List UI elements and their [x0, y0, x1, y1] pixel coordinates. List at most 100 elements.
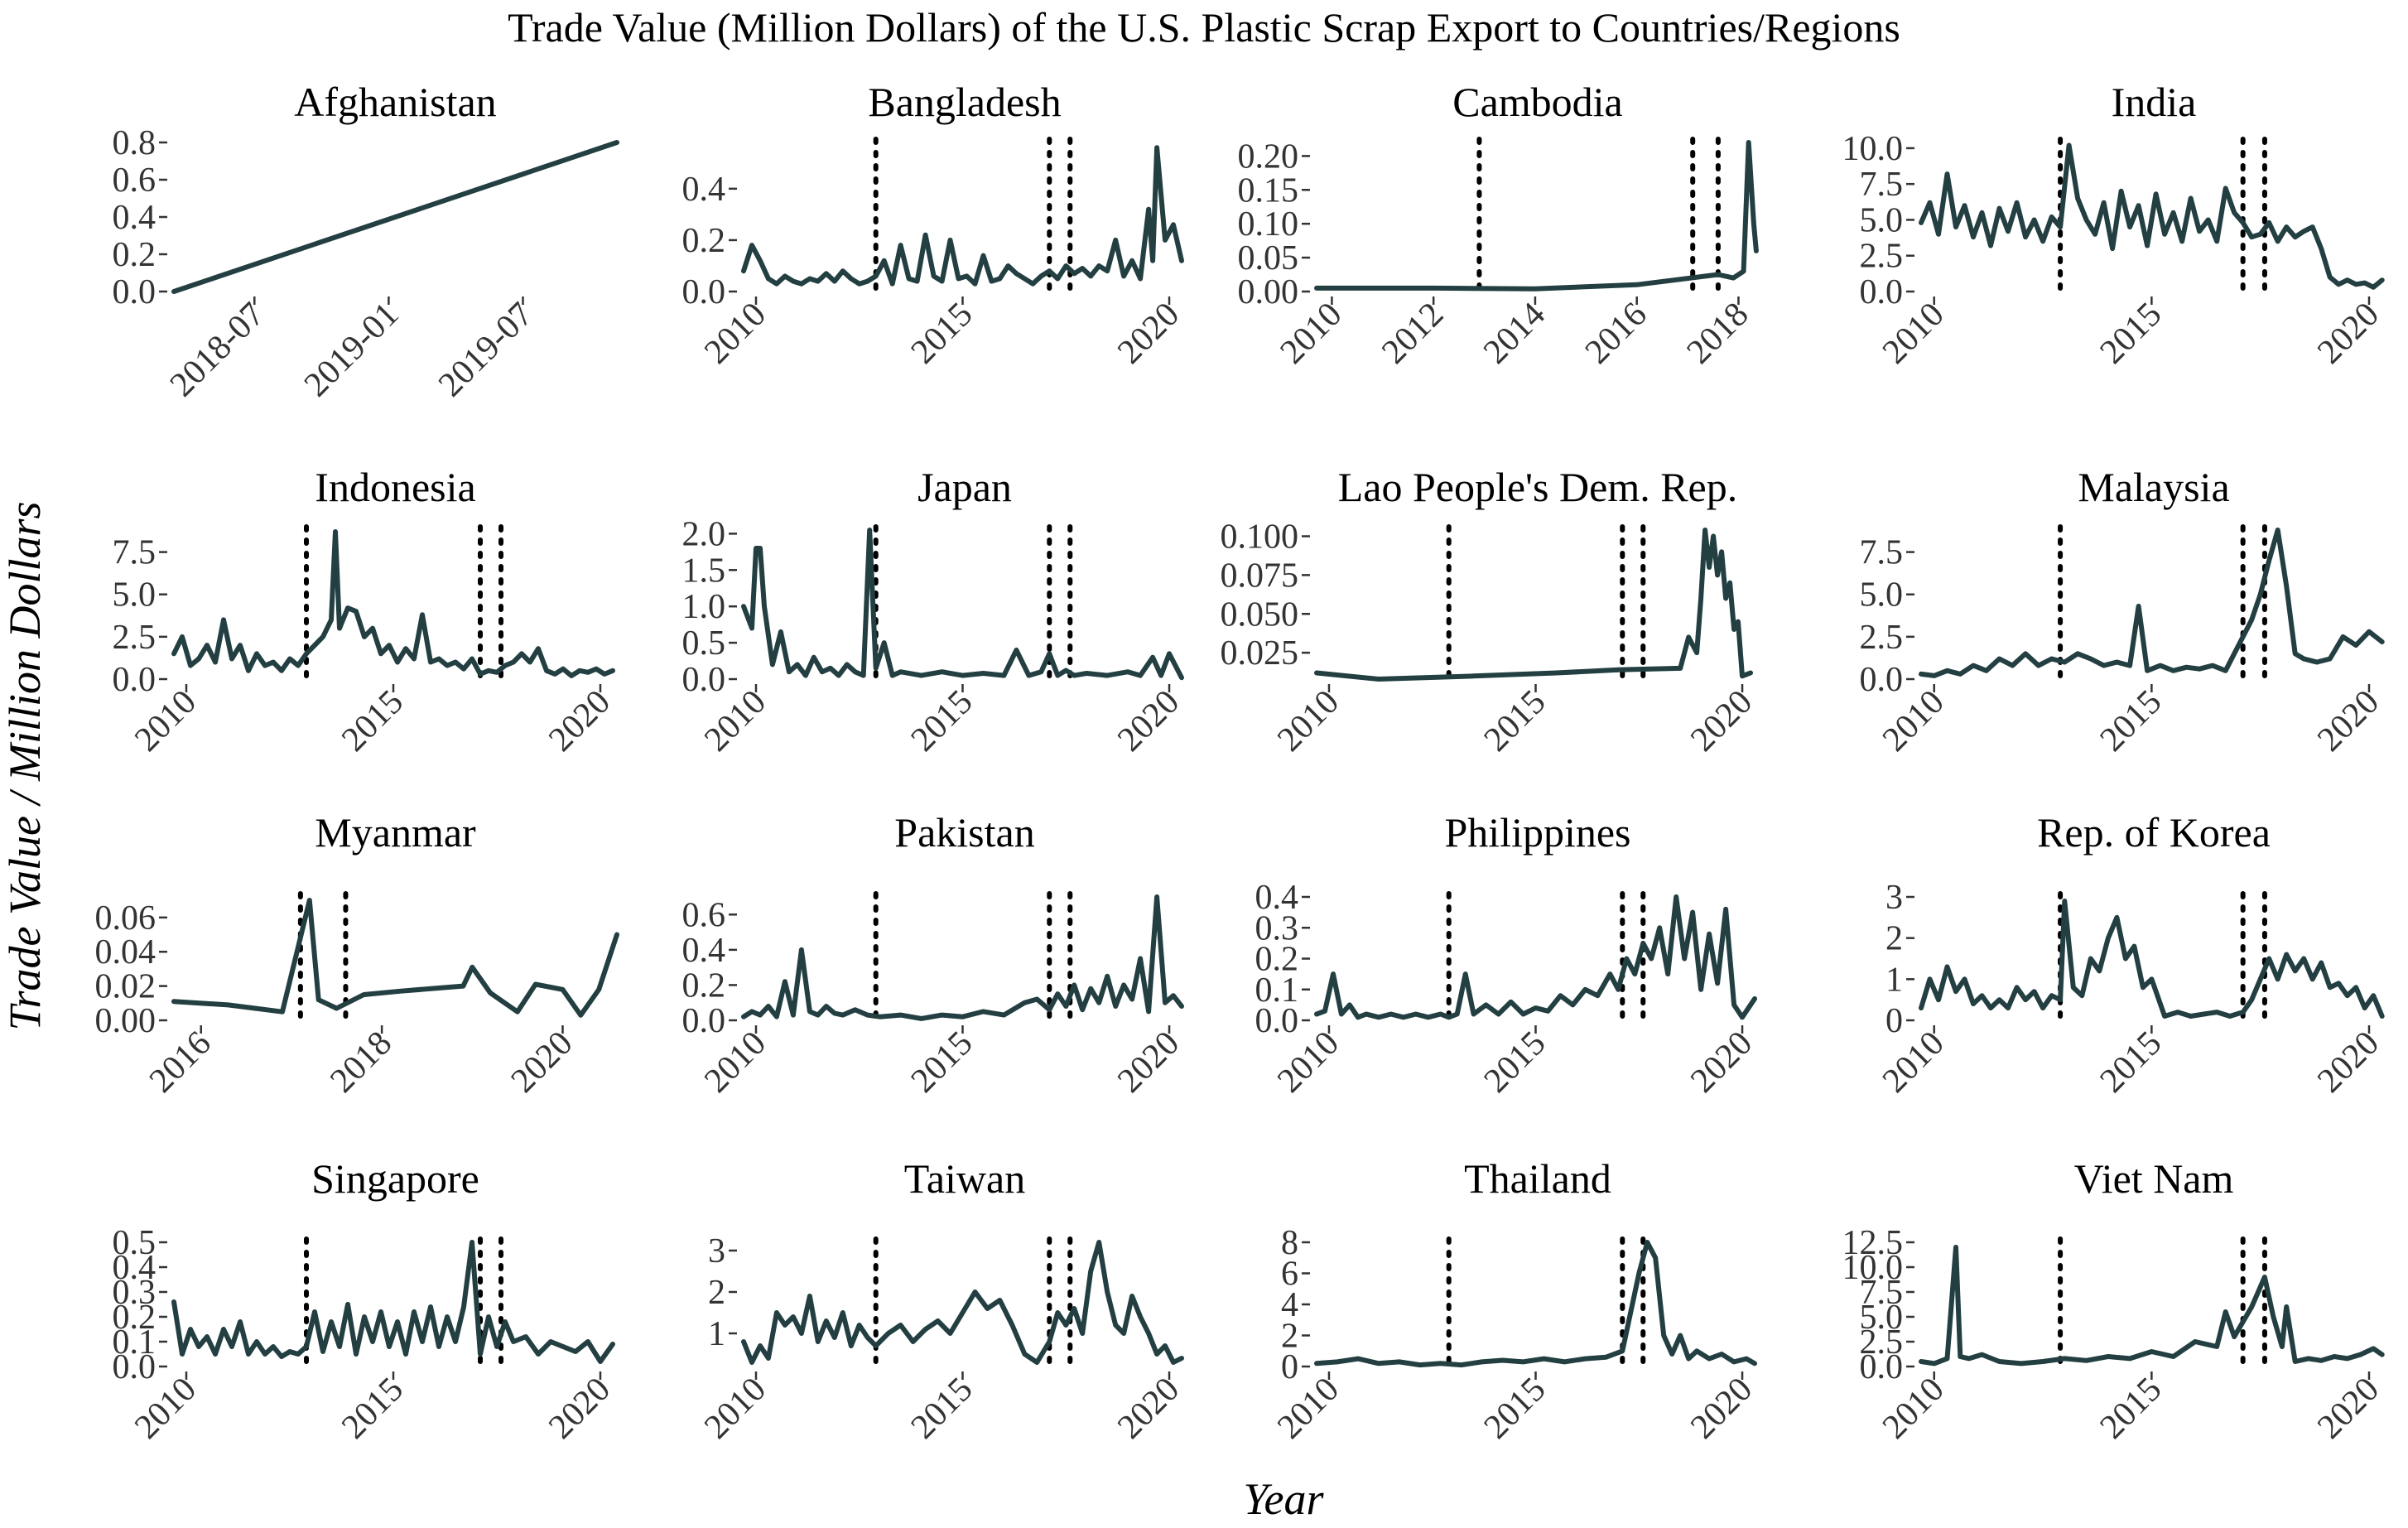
x-tick-label: 2020 — [1110, 683, 1187, 759]
x-tick-label: 2020 — [1683, 1371, 1760, 1447]
y-tick-label: 5.0 — [1860, 201, 1904, 239]
panel-lao-people-s-dem-rep: Lao People's Dem. Rep. 0.0250.0500.0750.1… — [1221, 464, 1760, 759]
panel-title: Myanmar — [315, 809, 476, 856]
y-tick-label: 0.15 — [1238, 171, 1299, 210]
series-line-viet-nam — [1919, 1245, 2385, 1367]
y-tick-label: 2.5 — [1860, 1323, 1904, 1362]
y-tick-label: 5.0 — [1860, 1299, 1904, 1337]
y-tick-label: 0.4 — [1255, 879, 1299, 917]
panel-title: Indonesia — [315, 464, 475, 510]
y-tick-label: 0.0 — [113, 661, 157, 699]
y-tick-label: 10.0 — [1842, 130, 1904, 168]
y-tick-label: 2 — [708, 1274, 725, 1312]
y-tick-label: 0 — [1281, 1348, 1298, 1386]
panel-title: India — [2112, 79, 2197, 125]
x-tick-label: 2020 — [1110, 1024, 1187, 1101]
y-tick-label: 0.6 — [682, 896, 726, 934]
y-tick-label: 0 — [1885, 1002, 1903, 1040]
x-tick-label: 2020 — [2310, 1371, 2386, 1447]
x-tick-label: 2015 — [335, 1371, 411, 1447]
x-tick-label: 2010 — [697, 1371, 773, 1447]
y-tick-label: 5.0 — [1860, 576, 1904, 615]
y-tick-label: 0.100 — [1221, 518, 1299, 557]
y-tick-label: 1.5 — [682, 552, 726, 590]
panel-afghanistan: Afghanistan 0.00.20.40.60.8 2018-07 2019-01… — [113, 79, 619, 405]
y-tick-label: 0.050 — [1221, 595, 1299, 634]
y-tick-label: 0.4 — [682, 932, 726, 970]
y-tick-label: 0.0 — [682, 273, 726, 311]
y-tick-label: 0.05 — [1238, 239, 1299, 277]
y-tick-label: 1 — [1885, 961, 1903, 999]
y-tick-label: 0.1 — [1255, 971, 1299, 1010]
y-tick-label: 6 — [1281, 1256, 1298, 1294]
y-tick-label: 0.2 — [113, 1299, 157, 1337]
y-tick-label: 3 — [1885, 879, 1903, 917]
panel-title: Cambodia — [1452, 79, 1623, 125]
y-tick-label: 12.5 — [1842, 1224, 1904, 1262]
x-tick-label: 2020 — [1683, 1024, 1760, 1101]
series-line-india — [1919, 142, 2385, 290]
y-tick-label: 0.2 — [682, 966, 726, 1005]
panel-title: Japan — [917, 464, 1012, 510]
y-tick-label: 2.0 — [682, 515, 726, 553]
y-tick-label: 2.5 — [1860, 238, 1904, 276]
y-tick-label: 0.0 — [682, 1002, 726, 1040]
y-tick-label: 0.4 — [113, 199, 157, 237]
panel-title: Thailand — [1464, 1155, 1611, 1202]
y-tick-label: 0.06 — [95, 899, 157, 938]
y-tick-label: 1.0 — [682, 588, 726, 626]
panel-title: Philippines — [1444, 809, 1630, 856]
y-tick-label: 7.5 — [113, 534, 157, 572]
x-tick-label: 2020 — [2310, 1024, 2386, 1101]
x-tick-label: 2015 — [2093, 1024, 2170, 1101]
x-tick-label: 2020 — [2310, 296, 2386, 372]
panel-title: Viet Nam — [2074, 1155, 2234, 1202]
y-tick-label: 0.00 — [1238, 273, 1299, 311]
y-tick-label: 7.5 — [1860, 534, 1904, 572]
series-line-rep-of-korea — [1919, 899, 2385, 1019]
series-line-singapore — [171, 1240, 615, 1364]
x-tick-label: 2019-01 — [297, 296, 407, 405]
y-tick-label: 0.4 — [113, 1249, 157, 1287]
y-tick-label: 0.1 — [113, 1323, 157, 1362]
y-tick-label: 8 — [1281, 1224, 1298, 1262]
series-line-afghanistan — [171, 140, 619, 294]
x-tick-label: 2016 — [1578, 296, 1654, 372]
x-tick-label: 2015 — [1477, 683, 1553, 759]
y-tick-label: 0.2 — [113, 236, 157, 274]
series-line-indonesia — [171, 529, 615, 678]
y-tick-label: 10.0 — [1842, 1249, 1904, 1287]
y-tick-label: 0.20 — [1238, 137, 1299, 176]
series-line-cambodia — [1314, 140, 1759, 292]
series-line-myanmar — [171, 898, 619, 1018]
y-tick-label: 7.5 — [1860, 166, 1904, 204]
y-tick-label: 0.5 — [682, 624, 726, 663]
series-line-taiwan — [741, 1240, 1184, 1365]
y-tick-label: 0.04 — [95, 933, 157, 971]
y-tick-label: 0.0 — [1255, 1002, 1299, 1040]
y-tick-label: 0.6 — [113, 161, 157, 200]
series-line-thailand — [1314, 1240, 1757, 1368]
x-tick-label: 2012 — [1375, 296, 1451, 372]
x-tick-label: 2020 — [542, 683, 618, 759]
series-line-pakistan — [741, 894, 1184, 1021]
panel-title: Malaysia — [2078, 464, 2229, 510]
series-line-bangladesh — [741, 145, 1184, 287]
y-tick-label: 0.02 — [95, 968, 157, 1006]
panel-taiwan: Taiwan 12 3 2010 2015 2020 — [697, 1155, 1187, 1446]
y-tick-label: 0.3 — [113, 1274, 157, 1312]
chart-title: Trade Value (Million Dollars) of the U.S… — [508, 4, 1900, 51]
x-tick-label: 2018 — [1680, 296, 1756, 372]
x-tick-label: 2015 — [904, 296, 980, 372]
